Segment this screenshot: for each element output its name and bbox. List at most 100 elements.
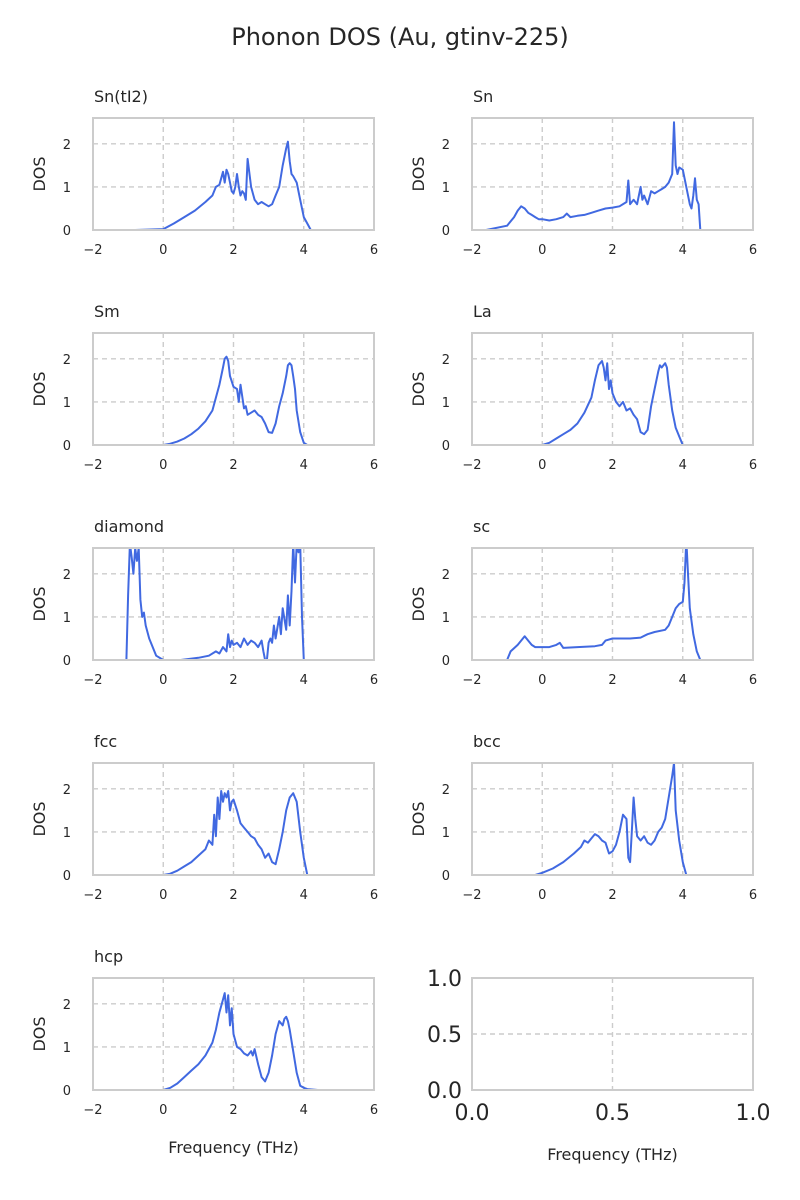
panel-sc: −2 0 2 4 6 0 1 2 sc DOS: [409, 517, 757, 688]
y-tick-label: 0: [63, 224, 71, 239]
y-tick-label: 1: [63, 1041, 71, 1056]
panel-title: hcp: [94, 947, 123, 966]
y-axis-label: DOS: [409, 371, 428, 406]
x-tick-label: 6: [749, 673, 757, 688]
y-tick-label: 1: [442, 826, 450, 841]
x-tick-label: 2: [229, 1103, 237, 1118]
y-axis-label: DOS: [409, 156, 428, 191]
y-tick-label: 1: [442, 181, 450, 196]
panel-frame: [471, 332, 754, 446]
figure-title: Phonon DOS (Au, gtinv-225): [231, 23, 569, 51]
panel-frame: [471, 117, 754, 231]
y-tick-label: 0: [63, 439, 71, 454]
x-tick-label: −2: [462, 673, 481, 688]
y-axis-label: DOS: [30, 1016, 49, 1051]
x-tick-label: −2: [462, 458, 481, 473]
x-tick-label: 4: [300, 673, 308, 688]
y-tick-label: 0: [442, 869, 450, 884]
x-tick-label: 2: [608, 673, 616, 688]
y-tick-label: 0: [63, 869, 71, 884]
x-tick-label: 6: [749, 888, 757, 903]
y-tick-label: 1: [442, 611, 450, 626]
x-tick-label: −2: [462, 888, 481, 903]
panel-frame: [92, 547, 375, 661]
x-tick-label: 4: [679, 458, 687, 473]
y-tick-label: 0.0: [427, 1079, 462, 1104]
y-tick-label: 2: [63, 998, 71, 1013]
panel-sn-ti2: −2 0 2 4 6 0 1 2 Sn(tI2) DOS: [30, 87, 378, 258]
y-tick-label: 2: [63, 138, 71, 153]
panel-empty: 0.0 0.5 1.0 0.0 0.5 1.0 Frequency (THz): [427, 967, 771, 1164]
panel-grid: −2 0 2 4 6 0 1 2 Sn(tI2) DOS −2 0 2 4 6 0 1 2 Sn DOS −2 0 2 4 6 0…: [30, 87, 771, 1164]
x-tick-label: 2: [229, 458, 237, 473]
y-axis-label: DOS: [30, 156, 49, 191]
y-tick-label: 0.5: [427, 1023, 462, 1048]
panel-title: La: [473, 302, 492, 321]
x-tick-label: 0.5: [595, 1101, 630, 1126]
y-axis-label: DOS: [30, 801, 49, 836]
panel-frame: [92, 332, 375, 446]
x-tick-label: 4: [679, 673, 687, 688]
x-tick-label: 6: [370, 1103, 378, 1118]
x-tick-label: 6: [749, 458, 757, 473]
panel-sn: −2 0 2 4 6 0 1 2 Sn DOS: [409, 87, 757, 258]
y-tick-label: 2: [442, 783, 450, 798]
y-tick-label: 1.0: [427, 967, 462, 992]
panel-title: fcc: [94, 732, 117, 751]
panel-title: Sm: [94, 302, 120, 321]
panel-la: −2 0 2 4 6 0 1 2 La DOS: [409, 302, 757, 473]
panel-frame: [92, 762, 375, 876]
y-tick-label: 1: [442, 396, 450, 411]
x-tick-label: 4: [300, 888, 308, 903]
dos-series-line: [156, 355, 311, 445]
x-tick-label: 0: [538, 243, 546, 258]
y-tick-label: 2: [63, 353, 71, 368]
y-tick-label: 2: [442, 138, 450, 153]
panel-sm: −2 0 2 4 6 0 1 2 Sm DOS: [30, 302, 378, 473]
x-tick-label: 2: [608, 458, 616, 473]
y-axis-label: DOS: [30, 371, 49, 406]
x-tick-label: 2: [608, 888, 616, 903]
dos-series-line: [535, 360, 687, 445]
x-tick-label: −2: [83, 243, 102, 258]
x-tick-label: 4: [300, 243, 308, 258]
x-tick-label: −2: [83, 458, 102, 473]
dos-series-line: [156, 790, 318, 875]
y-tick-label: 0: [63, 654, 71, 669]
x-tick-label: 0: [159, 888, 167, 903]
dos-series-line: [135, 140, 329, 230]
y-tick-label: 1: [63, 181, 71, 196]
x-tick-label: 0: [538, 673, 546, 688]
x-tick-label: 1.0: [736, 1101, 771, 1126]
panel-bcc: −2 0 2 4 6 0 1 2 bcc DOS: [409, 732, 757, 903]
panel-frame: [92, 977, 375, 1091]
y-axis-label: DOS: [409, 801, 428, 836]
x-tick-label: 6: [749, 243, 757, 258]
panel-title: bcc: [473, 732, 501, 751]
x-tick-label: 0: [538, 458, 546, 473]
x-tick-label: 6: [370, 888, 378, 903]
y-tick-label: 2: [442, 353, 450, 368]
x-tick-label: 2: [229, 673, 237, 688]
x-tick-label: 6: [370, 458, 378, 473]
dos-series-line: [489, 548, 718, 660]
x-tick-label: −2: [83, 673, 102, 688]
y-tick-label: 2: [442, 568, 450, 583]
y-tick-label: 2: [63, 783, 71, 798]
y-axis-label: DOS: [30, 586, 49, 621]
x-tick-label: 4: [679, 243, 687, 258]
y-tick-label: 0: [442, 654, 450, 669]
x-tick-label: 4: [300, 1103, 308, 1118]
x-tick-label: −2: [83, 1103, 102, 1118]
dos-series-line: [156, 992, 318, 1090]
x-tick-label: 2: [608, 243, 616, 258]
y-tick-label: 0: [63, 1084, 71, 1099]
x-tick-label: 0: [159, 1103, 167, 1118]
x-tick-label: 0.0: [455, 1101, 490, 1126]
panel-hcp: −2 0 2 4 6 0 1 2 hcp DOS Frequency (THz): [30, 947, 378, 1157]
x-axis-label: Frequency (THz): [168, 1138, 298, 1157]
y-tick-label: 0: [442, 224, 450, 239]
panel-diamond: −2 0 2 4 6 0 1 2 diamond DOS: [30, 517, 378, 688]
x-tick-label: 0: [159, 673, 167, 688]
